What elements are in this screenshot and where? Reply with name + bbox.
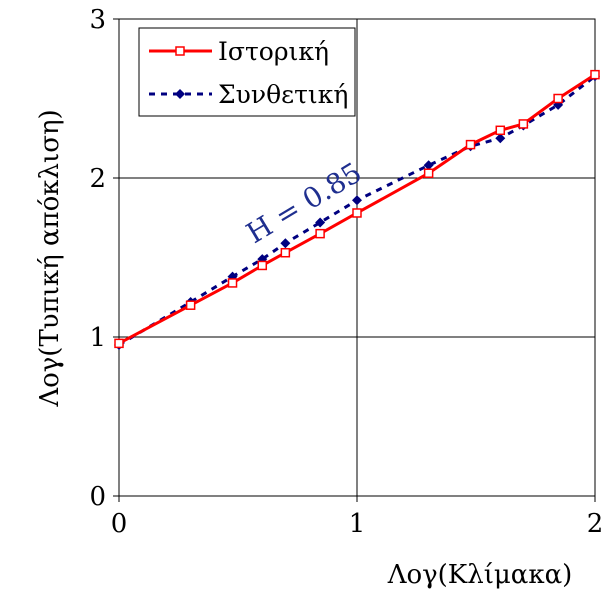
point-synthetic-7 [423, 160, 434, 171]
series-group [114, 69, 600, 350]
y-tick-label-3: 3 [89, 5, 106, 35]
y-tick-label-2: 2 [89, 164, 106, 194]
x-tick-label-2: 2 [587, 509, 604, 539]
point-synthetic-5 [315, 217, 326, 228]
point-historical-12 [590, 69, 600, 80]
point-historical-2 [227, 278, 238, 288]
y-axis-title: Λογ(Τυπική απόκλιση) [35, 109, 65, 407]
point-historical-8 [465, 139, 476, 150]
legend-marker-historical [175, 46, 185, 56]
legend-label-synthetic: Συνθετική [218, 80, 348, 109]
point-historical-11 [553, 93, 563, 104]
legend-box [138, 27, 356, 117]
legend-marker-synthetic [175, 89, 185, 99]
point-synthetic-9 [495, 133, 506, 144]
point-historical-7 [423, 168, 434, 178]
legend-label-historical: Ιστορική [218, 37, 329, 66]
point-synthetic-4 [280, 238, 291, 249]
point-synthetic-6 [352, 195, 362, 206]
gridlines [118, 18, 596, 497]
legend: Ιστορική Συνθετική [138, 27, 356, 117]
point-historical-3 [257, 260, 268, 271]
point-historical-1 [185, 300, 196, 310]
point-historical-10 [518, 119, 529, 129]
x-tick-label-1: 1 [349, 509, 366, 539]
point-historical-6 [352, 208, 362, 218]
point-historical-4 [280, 247, 291, 258]
y-tick-label-1: 1 [89, 323, 106, 353]
point-historical-5 [315, 228, 325, 239]
point-historical-0 [114, 338, 124, 349]
tick-labels: 0 1 2 0 1 2 3 [89, 5, 603, 539]
x-tick-label-0: 0 [111, 509, 128, 539]
x-axis-title: Λογ(Κλίμακα) [387, 560, 573, 590]
y-tick-label-0: 0 [89, 482, 106, 512]
point-historical-9 [495, 125, 506, 136]
